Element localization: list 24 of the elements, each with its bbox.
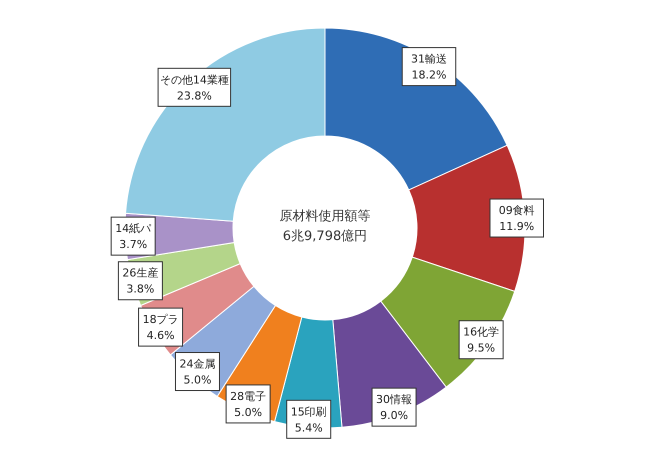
- slice-label: 15印刷: [290, 405, 327, 418]
- slice-label: 31輸送: [410, 52, 447, 66]
- slice-label: 24金属: [179, 358, 216, 371]
- slice-label: 09食料: [498, 204, 535, 218]
- data-label: 23.8%: [176, 89, 212, 102]
- slice-label: 18プラ: [142, 313, 179, 326]
- data-label: 18.2%: [412, 68, 446, 82]
- slice-label: 16化学: [463, 326, 500, 339]
- slice-label: 30情報: [376, 393, 412, 406]
- text: 原材料使用額等: [280, 209, 370, 224]
- data-label: 9.5%: [467, 342, 496, 355]
- data-label: 9.0%: [380, 409, 408, 422]
- data-label: 5.0%: [234, 406, 262, 419]
- text: 6兆9,798億円: [282, 229, 368, 244]
- slice-label: その他14業種: [160, 73, 229, 86]
- slice-label: 14紙パ: [115, 222, 152, 236]
- slice-label: 28電子: [230, 390, 266, 403]
- data-label: 11.9%: [499, 220, 534, 234]
- data-label: 4.6%: [146, 329, 175, 342]
- data-label: 3.8%: [126, 282, 154, 296]
- slice-label: 26生産: [122, 266, 158, 280]
- data-label: 5.0%: [183, 374, 212, 387]
- data-label: 5.4%: [294, 421, 323, 434]
- data-label: 3.7%: [119, 238, 148, 252]
